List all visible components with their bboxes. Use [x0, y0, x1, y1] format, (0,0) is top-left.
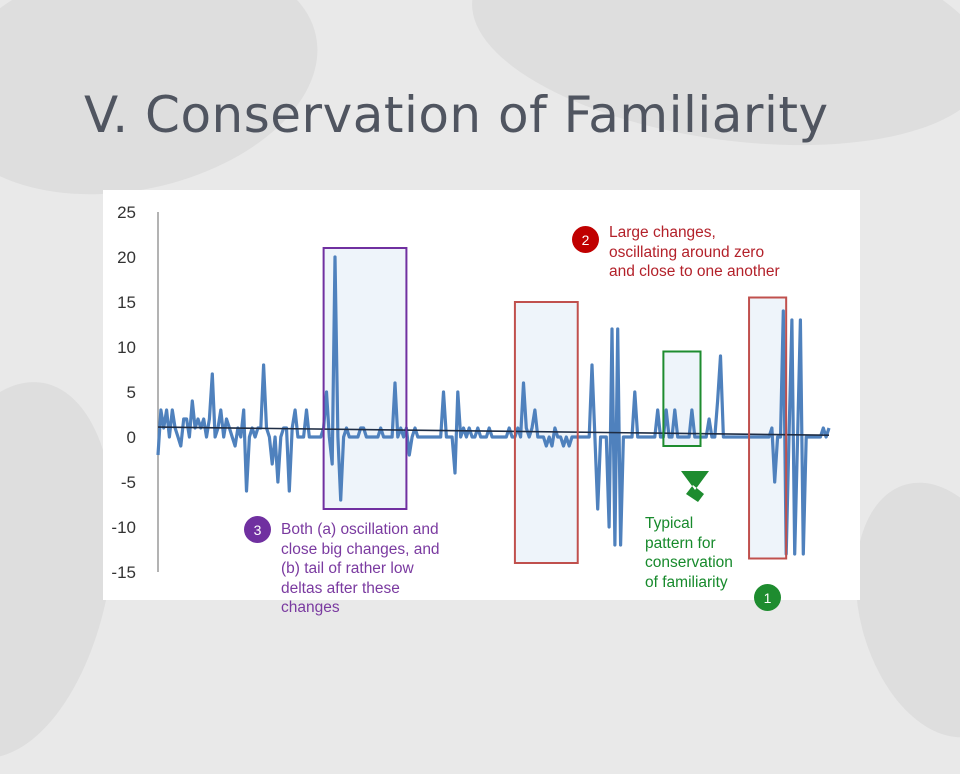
annotation-line: close big changes, and: [281, 540, 440, 558]
y-tick-label: 10: [117, 338, 136, 357]
y-tick-label: 25: [117, 203, 136, 222]
annotation-2-text: Large changes, oscillating around zero a…: [609, 223, 780, 282]
annotation-line: pattern for: [645, 534, 716, 552]
plot-panel: [103, 190, 860, 600]
y-tick-label: 15: [117, 293, 136, 312]
badge-2: 2: [572, 226, 599, 253]
annotation-line: (b) tail of rather low: [281, 560, 414, 577]
series-line: [156, 255, 831, 556]
line-chart: 25 20 15 10 5 0 -5 -10 -15: [111, 203, 831, 582]
annotation-line: conservation: [645, 554, 733, 571]
badge-2-label: 2: [581, 231, 590, 248]
y-tick-label: -5: [121, 473, 136, 492]
highlight-box-red-center: [513, 301, 579, 564]
annotation-line: of familiarity: [645, 573, 728, 591]
y-tick-label: 0: [127, 428, 136, 447]
highlight-box-purple: [322, 247, 408, 510]
annotation-line: deltas after these: [281, 579, 400, 597]
annotation-line: Large changes,: [609, 224, 716, 241]
annotation-line: Both (a) oscillation and: [281, 521, 439, 538]
slide-title: V. Conservation of Familiarity: [84, 86, 829, 144]
trend-line: [157, 426, 830, 436]
badge-3-label: 3: [253, 521, 262, 538]
y-tick-label: 20: [117, 248, 136, 267]
y-tick-label: -15: [111, 563, 136, 582]
annotation-line: changes: [281, 599, 340, 616]
annotation-line: and close to one another: [609, 263, 780, 280]
badge-1: 1: [754, 584, 781, 611]
highlight-box-green: [662, 350, 702, 447]
y-tick-label: -10: [111, 518, 136, 537]
badge-3: 3: [244, 516, 271, 543]
annotation-1-text: Typical pattern for conservation of fami…: [645, 514, 733, 592]
y-tick-label: 5: [127, 383, 136, 402]
badge-1-label: 1: [763, 589, 772, 606]
highlight-box-red-right: [748, 296, 788, 560]
annotation-3-text: Both (a) oscillation and close big chang…: [281, 520, 440, 618]
arrow-icon: [681, 471, 709, 502]
annotation-line: Typical: [645, 515, 694, 532]
annotation-line: oscillating around zero: [609, 243, 765, 261]
